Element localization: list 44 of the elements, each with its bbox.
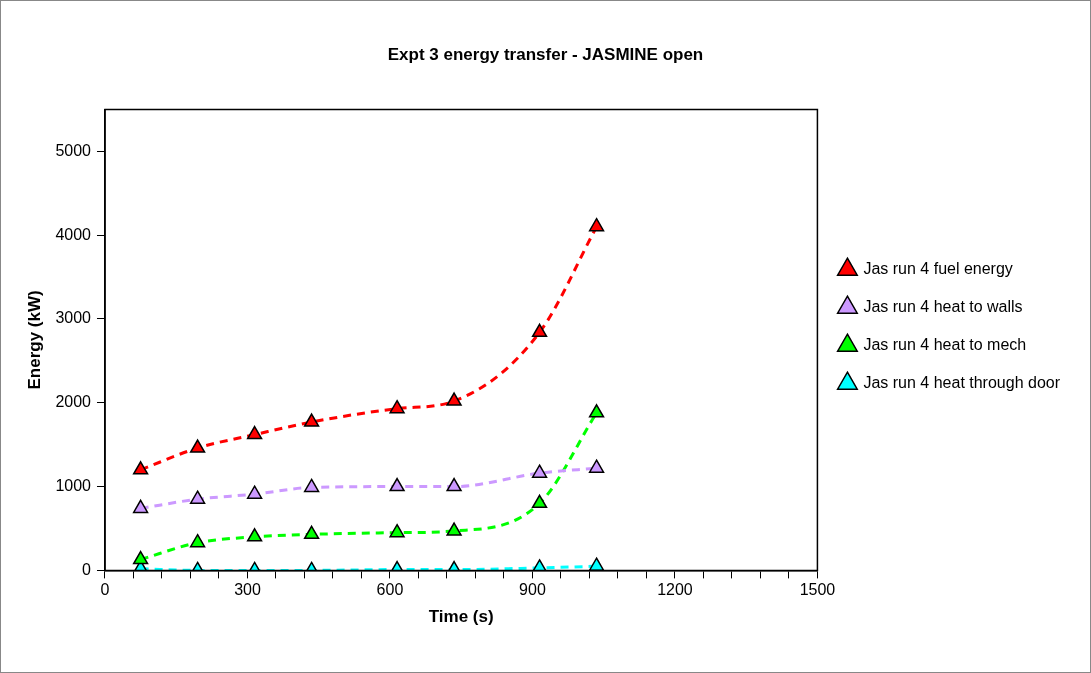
x-axis-title: Time (s) <box>428 607 494 627</box>
y-tick-label: 1000 <box>55 476 92 494</box>
legend-label: Jas run 4 heat through door <box>863 373 1061 391</box>
y-tick-label: 4000 <box>55 225 92 243</box>
point <box>303 413 320 427</box>
point <box>389 523 405 538</box>
point <box>132 499 149 514</box>
chart-title: Expt 3 energy transfer - JASMINE open <box>387 44 704 64</box>
point <box>588 557 605 571</box>
point <box>531 464 548 478</box>
point <box>531 494 548 509</box>
y-tick-label: 3000 <box>55 309 92 327</box>
point <box>246 485 263 499</box>
x-tick-label: 1500 <box>799 581 836 599</box>
y-tick-label: 5000 <box>55 141 92 159</box>
y-axis-title: Energy (kW) <box>24 290 44 390</box>
point <box>588 218 605 232</box>
point <box>132 461 149 475</box>
point <box>446 392 462 406</box>
point <box>246 425 263 440</box>
point <box>531 323 548 338</box>
point <box>389 399 405 414</box>
legend-label: Jas run 4 fuel energy <box>863 259 1013 277</box>
point <box>189 439 206 453</box>
point <box>303 525 320 540</box>
point <box>446 477 462 492</box>
x-tick-label: 0 <box>100 581 110 599</box>
x-tick-label: 600 <box>376 581 404 599</box>
x-tick-label: 900 <box>519 581 546 599</box>
point <box>303 478 320 493</box>
point <box>446 522 462 536</box>
point <box>189 490 206 504</box>
x-tick-label: 1200 <box>657 581 693 599</box>
point <box>189 533 206 548</box>
point <box>588 404 605 418</box>
point <box>132 550 149 565</box>
legend-label: Jas run 4 heat to walls <box>863 297 1023 315</box>
point <box>389 477 405 492</box>
point <box>588 459 605 473</box>
legend-label: Jas run 4 heat to mech <box>863 335 1027 353</box>
point <box>246 528 263 542</box>
y-tick-label: 2000 <box>55 393 92 411</box>
y-tick-label: 0 <box>82 560 92 578</box>
x-tick-label: 300 <box>234 581 261 599</box>
